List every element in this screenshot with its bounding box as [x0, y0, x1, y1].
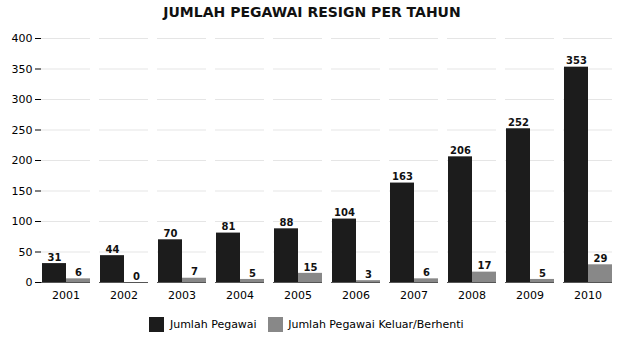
- svg-text:88: 88: [280, 217, 294, 228]
- svg-text:29: 29: [594, 253, 608, 264]
- svg-text:0: 0: [26, 276, 33, 289]
- svg-text:206: 206: [450, 145, 471, 156]
- svg-text:252: 252: [508, 117, 529, 128]
- svg-text:2008: 2008: [458, 289, 486, 302]
- svg-text:81: 81: [222, 221, 236, 232]
- svg-text:350: 350: [12, 63, 33, 76]
- svg-text:353: 353: [566, 55, 587, 66]
- html-text:Jumlah Pegawai Keluar/Berhenti: Jumlah Pegawai Keluar/Berhenti: [288, 318, 464, 331]
- svg-text:44: 44: [106, 244, 120, 255]
- svg-text:17: 17: [478, 260, 492, 271]
- svg-text:200: 200: [12, 154, 33, 167]
- svg-text:6: 6: [75, 267, 82, 278]
- svg-text:150: 150: [12, 185, 33, 198]
- svg-text:50: 50: [19, 246, 33, 259]
- svg-text:31: 31: [48, 252, 62, 263]
- svg-text:3: 3: [365, 269, 372, 280]
- svg-text:70: 70: [164, 228, 178, 239]
- svg-text:2010: 2010: [574, 289, 602, 302]
- svg-text:100: 100: [12, 215, 33, 228]
- svg-text:104: 104: [334, 207, 355, 218]
- svg-text:0: 0: [133, 271, 140, 282]
- html-text:JUMLAH PEGAWAI RESIGN PER TAHU: JUMLAH PEGAWAI RESIGN PER TAHUN: [163, 4, 461, 20]
- svg-text:2006: 2006: [342, 289, 370, 302]
- svg-text:5: 5: [539, 268, 546, 279]
- svg-text:2007: 2007: [400, 289, 428, 302]
- html-text:Jumlah Pegawai: Jumlah Pegawai: [169, 318, 257, 331]
- svg-text:6: 6: [423, 267, 430, 278]
- svg-text:250: 250: [12, 124, 33, 137]
- svg-text:163: 163: [392, 171, 413, 182]
- svg-text:2009: 2009: [516, 289, 544, 302]
- svg-text:2003: 2003: [168, 289, 196, 302]
- svg-text:7: 7: [191, 266, 198, 277]
- svg-text:2004: 2004: [226, 289, 254, 302]
- svg-text:2002: 2002: [110, 289, 138, 302]
- svg-text:5: 5: [249, 268, 256, 279]
- svg-text:300: 300: [12, 93, 33, 106]
- svg-text:400: 400: [12, 32, 33, 45]
- svg-text:2001: 2001: [52, 289, 80, 302]
- svg-text:2005: 2005: [284, 289, 312, 302]
- svg-text:15: 15: [304, 262, 318, 273]
